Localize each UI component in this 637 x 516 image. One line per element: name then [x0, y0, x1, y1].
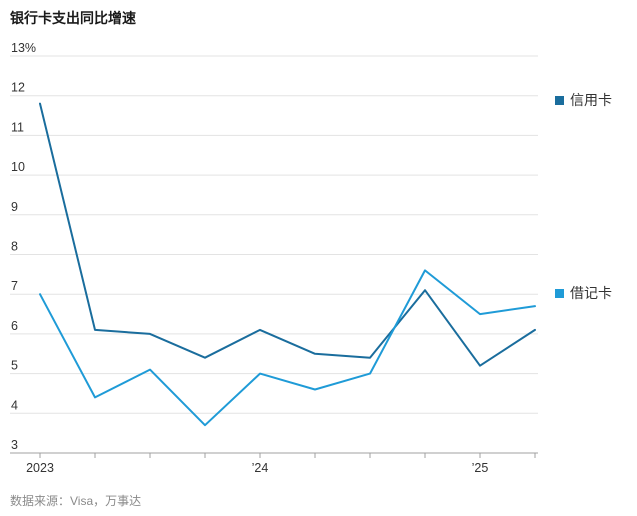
legend-item-debit-card: 借记卡: [555, 285, 612, 302]
y-tick-label: 10: [11, 160, 25, 174]
y-tick-label: 6: [11, 319, 18, 333]
x-tick-label: 2023: [26, 461, 54, 475]
y-tick-label: 11: [11, 120, 24, 134]
legend-swatch-credit-card: [555, 96, 564, 105]
chart-title: 银行卡支出同比增速: [10, 10, 136, 26]
credit-card-series-line: [39, 102, 536, 367]
gridlines: [10, 55, 538, 414]
x-tick-label: ’24: [252, 461, 269, 475]
y-tick-label: 12: [11, 81, 25, 95]
legend-label-debit-card: 借记卡: [570, 285, 612, 301]
legend-swatch-debit-card: [555, 289, 564, 298]
legend-label-credit-card: 信用卡: [570, 92, 612, 108]
y-tick-label: 7: [11, 279, 18, 293]
y-tick-label: 13%: [11, 41, 36, 55]
legend-item-credit-card: 信用卡: [555, 92, 612, 109]
axes: 3 4 5 6 7 8 9 10 11 12 13% 2023 ’24 ’25: [10, 41, 538, 475]
y-tick-label: 4: [11, 398, 18, 412]
y-tick-label: 3: [11, 438, 18, 452]
debit-card-series-line: [39, 269, 536, 427]
series-lines: [39, 102, 536, 427]
y-tick-label: 9: [11, 200, 18, 214]
source-note: 数据来源：Visa，万事达: [10, 494, 142, 508]
y-tick-label: 8: [11, 240, 18, 254]
y-tick-label: 5: [11, 359, 18, 373]
x-tick-label: ’25: [472, 461, 489, 475]
